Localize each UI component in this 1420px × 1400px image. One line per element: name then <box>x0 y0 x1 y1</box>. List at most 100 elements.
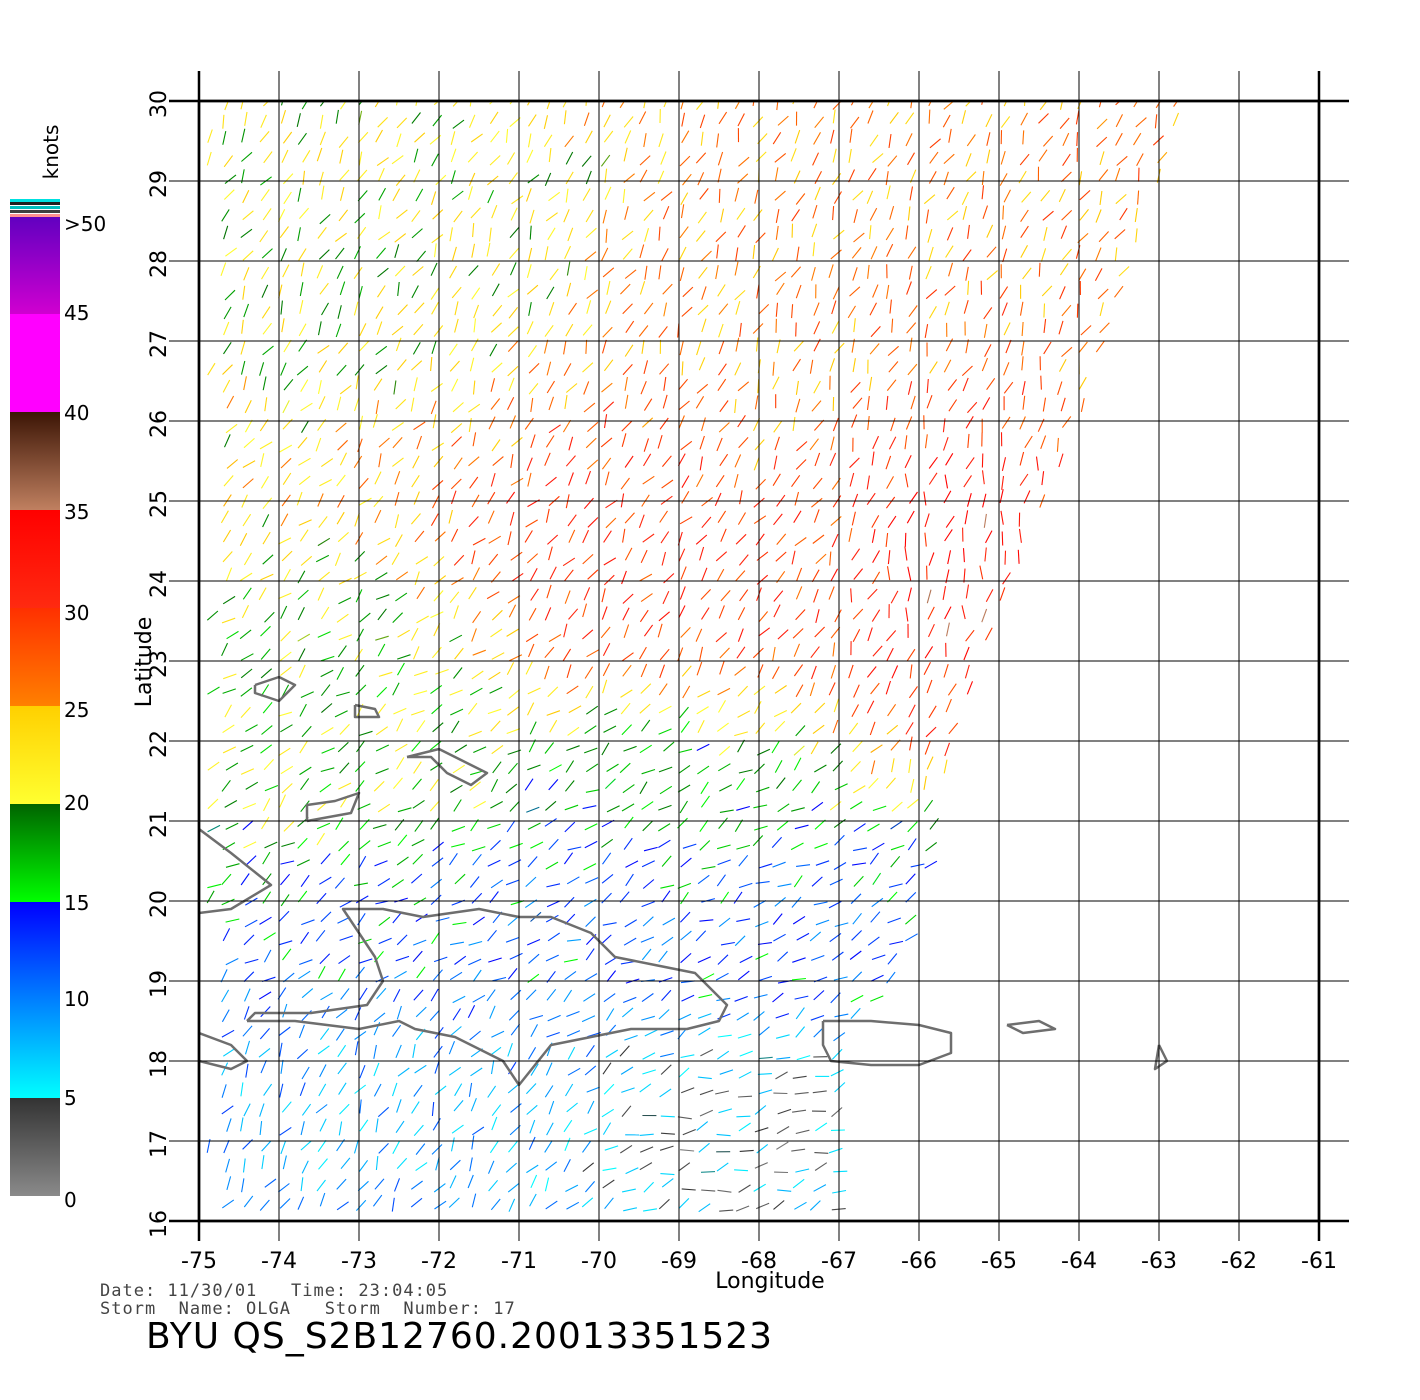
wind-vector <box>354 246 361 260</box>
wind-vector <box>545 861 559 870</box>
wind-vector <box>566 1102 578 1113</box>
wind-vector <box>358 101 363 106</box>
wind-vector <box>695 152 707 164</box>
wind-vector <box>583 381 590 395</box>
wind-vector <box>752 101 755 106</box>
wind-vector <box>905 914 917 925</box>
wind-vector <box>640 549 648 564</box>
wind-vector <box>563 209 570 223</box>
wind-vector <box>468 940 483 946</box>
wind-vector <box>336 1178 347 1190</box>
wind-vector <box>207 761 220 771</box>
wind-vector <box>508 1009 520 1021</box>
wind-vector <box>281 494 291 507</box>
wind-vector <box>565 1184 579 1192</box>
wind-vector <box>492 304 503 317</box>
wind-vector <box>753 994 768 999</box>
wind-vector <box>1114 167 1121 182</box>
plot-border <box>197 99 1321 1223</box>
wind-vector <box>451 528 459 542</box>
wind-vector <box>319 114 324 129</box>
wind-vector <box>259 362 265 376</box>
wind-vector <box>871 897 884 908</box>
wind-vector <box>754 1162 768 1169</box>
wind-vector <box>872 571 881 585</box>
colorbar-band <box>10 314 60 412</box>
wind-vector <box>662 394 668 409</box>
wind-vector <box>221 617 236 624</box>
wind-vector <box>468 587 477 600</box>
wind-vector <box>600 154 611 167</box>
wind-vector <box>700 417 706 432</box>
wind-vector <box>1001 302 1008 316</box>
colorbar-band <box>10 608 60 706</box>
wind-vector <box>659 664 666 679</box>
wind-vector <box>603 1083 615 1095</box>
wind-vector <box>698 266 708 279</box>
wind-vector <box>206 151 212 166</box>
wind-vector <box>321 703 333 714</box>
wind-vector <box>566 745 580 752</box>
wind-vector <box>961 365 973 377</box>
wind-vector <box>754 395 759 410</box>
wind-vector <box>472 567 480 581</box>
wind-vector <box>620 1144 633 1154</box>
wind-vector <box>643 360 649 375</box>
wind-vector <box>397 1067 410 1077</box>
wind-vector <box>944 529 953 542</box>
wind-vector <box>944 742 951 757</box>
wind-vector <box>790 266 802 278</box>
wind-vector <box>657 170 665 184</box>
wind-vector <box>221 1105 234 1115</box>
wind-vector <box>414 670 428 677</box>
wind-vector <box>507 915 519 926</box>
wind-vector <box>280 894 290 907</box>
wind-vector <box>905 133 913 147</box>
colorbar-band <box>10 804 60 902</box>
wind-vector <box>986 224 994 238</box>
wind-vector <box>1059 117 1070 129</box>
wind-vector <box>244 958 259 964</box>
wind-vector <box>1021 356 1024 371</box>
wind-vector <box>259 1028 271 1040</box>
wind-vector <box>336 474 346 487</box>
wind-vector <box>758 863 773 869</box>
wind-vector <box>696 706 709 715</box>
wind-vector <box>562 557 576 567</box>
wind-vector <box>659 1145 674 1151</box>
wind-vector <box>564 1137 571 1152</box>
wind-vector <box>586 289 599 299</box>
wind-vector <box>910 778 915 793</box>
wind-vector <box>548 1100 555 1115</box>
wind-vector <box>924 434 928 449</box>
wind-vector <box>701 1189 716 1192</box>
wind-vector <box>261 306 271 319</box>
wind-vector <box>793 757 802 771</box>
wind-vector <box>717 168 722 183</box>
wind-vector <box>277 1183 290 1193</box>
wind-vector <box>566 664 572 679</box>
wind-vector <box>435 668 449 675</box>
wind-vector <box>909 186 914 201</box>
wind-vector <box>885 455 892 470</box>
wind-vector <box>564 970 577 981</box>
wind-vector <box>260 453 265 468</box>
wind-vector <box>297 227 301 242</box>
wind-vector <box>811 801 824 812</box>
wind-vector <box>701 898 716 903</box>
wind-vector <box>734 187 740 202</box>
wind-vector <box>375 306 384 319</box>
wind-vector <box>299 1082 306 1096</box>
wind-vector <box>319 876 332 885</box>
wind-vector <box>507 396 515 410</box>
wind-vector <box>643 209 654 221</box>
wind-vector <box>434 575 447 585</box>
wind-vector <box>394 514 400 529</box>
wind-vector <box>414 132 426 143</box>
wind-vector <box>548 302 555 316</box>
wind-vector <box>318 396 326 410</box>
wind-vector <box>298 519 312 526</box>
wind-vector <box>755 722 766 734</box>
wind-vector <box>850 116 860 129</box>
